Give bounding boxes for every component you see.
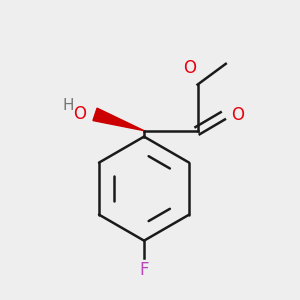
Text: H: H xyxy=(62,98,74,113)
Text: O: O xyxy=(73,105,86,123)
Text: O: O xyxy=(184,59,196,77)
Polygon shape xyxy=(93,108,144,131)
Text: O: O xyxy=(231,106,244,124)
Text: F: F xyxy=(139,261,149,279)
